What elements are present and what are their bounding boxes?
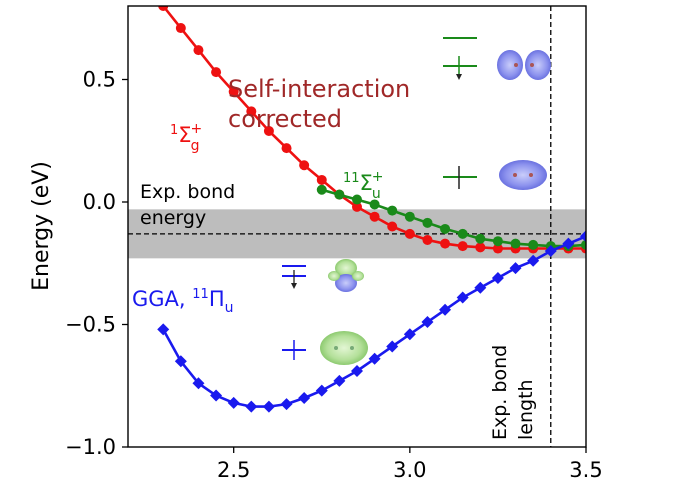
orbital-blob-icon	[328, 259, 364, 292]
exp-length-label-line1: Exp. bond	[489, 345, 511, 440]
orbital-blob-icon	[320, 331, 368, 365]
axis-ticks: 2.5 3.0 3.5 −1.0 −0.5 0.0 0.5	[65, 68, 603, 483]
x-tick-label: 3.0	[393, 458, 426, 482]
y-tick-label: 0.5	[83, 68, 116, 92]
data-point	[387, 221, 398, 232]
exp-energy-label-line1: Exp. bond	[140, 181, 235, 203]
orbital-blob-icon	[497, 50, 551, 80]
data-point	[440, 223, 451, 234]
data-point	[580, 230, 586, 243]
data-point	[352, 201, 362, 212]
data-point	[262, 400, 275, 413]
y-tick-label: −1.0	[65, 435, 116, 459]
series-line	[321, 188, 586, 248]
series-1	[316, 184, 586, 252]
exp-length-label-line2: length	[515, 379, 537, 440]
data-point	[351, 365, 363, 378]
y-axis-label: Energy (eV)	[29, 161, 54, 291]
x-tick-label: 3.5	[569, 458, 602, 482]
sigma-g-label: 1Σg+	[170, 121, 202, 154]
x-tick-label: 2.5	[217, 458, 250, 482]
data-point	[315, 384, 328, 397]
self-interaction-label-line1: Self-interaction	[228, 75, 410, 103]
data-point	[440, 238, 451, 249]
orbital-blob-icon	[499, 160, 547, 190]
exp-energy-label-line2: energy	[140, 207, 206, 229]
data-point	[263, 125, 274, 136]
data-point	[228, 86, 239, 97]
data-point	[527, 254, 540, 267]
data-point	[298, 392, 311, 404]
data-point	[334, 189, 345, 200]
data-point	[386, 340, 399, 353]
data-point	[369, 211, 380, 222]
data-point	[475, 233, 486, 244]
data-point	[369, 199, 380, 210]
orbital-diagram-pi-u	[282, 259, 364, 292]
orbital-diagram-ground	[282, 331, 368, 365]
data-point	[174, 355, 187, 368]
data-point	[456, 291, 469, 304]
data-point	[227, 396, 240, 409]
orbital-diagram-sigma-g	[443, 37, 551, 80]
reference-lines	[128, 6, 586, 447]
data-point	[581, 239, 586, 250]
plot-frame	[127, 5, 587, 448]
data-point	[158, 6, 169, 11]
data-point	[421, 316, 434, 329]
data-point	[510, 238, 521, 249]
data-point	[457, 241, 468, 252]
data-point	[316, 174, 327, 185]
data-point	[193, 45, 204, 56]
data-point	[509, 262, 522, 275]
data-point	[175, 23, 186, 34]
data-point	[387, 205, 398, 216]
data-point	[491, 271, 504, 284]
data-point	[368, 352, 381, 365]
y-tick-label: 0.0	[83, 190, 116, 214]
data-point	[211, 67, 222, 78]
data-point	[562, 237, 575, 250]
data-point	[544, 245, 557, 257]
data-point	[422, 234, 433, 245]
self-interaction-label-line2: corrected	[228, 105, 342, 133]
data-point	[422, 217, 433, 228]
data-point	[210, 389, 223, 402]
gga-label: GGA, 11Πu	[132, 287, 233, 316]
y-tick-label: −0.5	[65, 313, 116, 337]
data-point	[299, 160, 310, 171]
data-point	[403, 328, 416, 341]
data-point	[192, 377, 205, 390]
data-point	[474, 281, 487, 294]
data-point	[352, 194, 362, 205]
orbital-diagram-sigma-u	[443, 160, 547, 190]
data-point	[492, 243, 503, 254]
data-point	[316, 184, 327, 195]
data-point	[528, 239, 539, 250]
data-point	[457, 228, 468, 239]
data-point	[439, 303, 452, 316]
series-2	[157, 230, 586, 413]
data-point	[281, 143, 292, 154]
sigma-u-label: 11Σu+	[343, 169, 383, 202]
data-point	[245, 400, 258, 413]
data-point	[246, 106, 257, 117]
series-layer	[157, 6, 586, 413]
data-point	[333, 374, 346, 387]
data-point	[404, 211, 415, 222]
data-point	[280, 398, 293, 411]
data-point	[404, 228, 415, 239]
data-point	[492, 236, 503, 247]
data-point	[475, 242, 486, 253]
data-point	[157, 323, 170, 336]
